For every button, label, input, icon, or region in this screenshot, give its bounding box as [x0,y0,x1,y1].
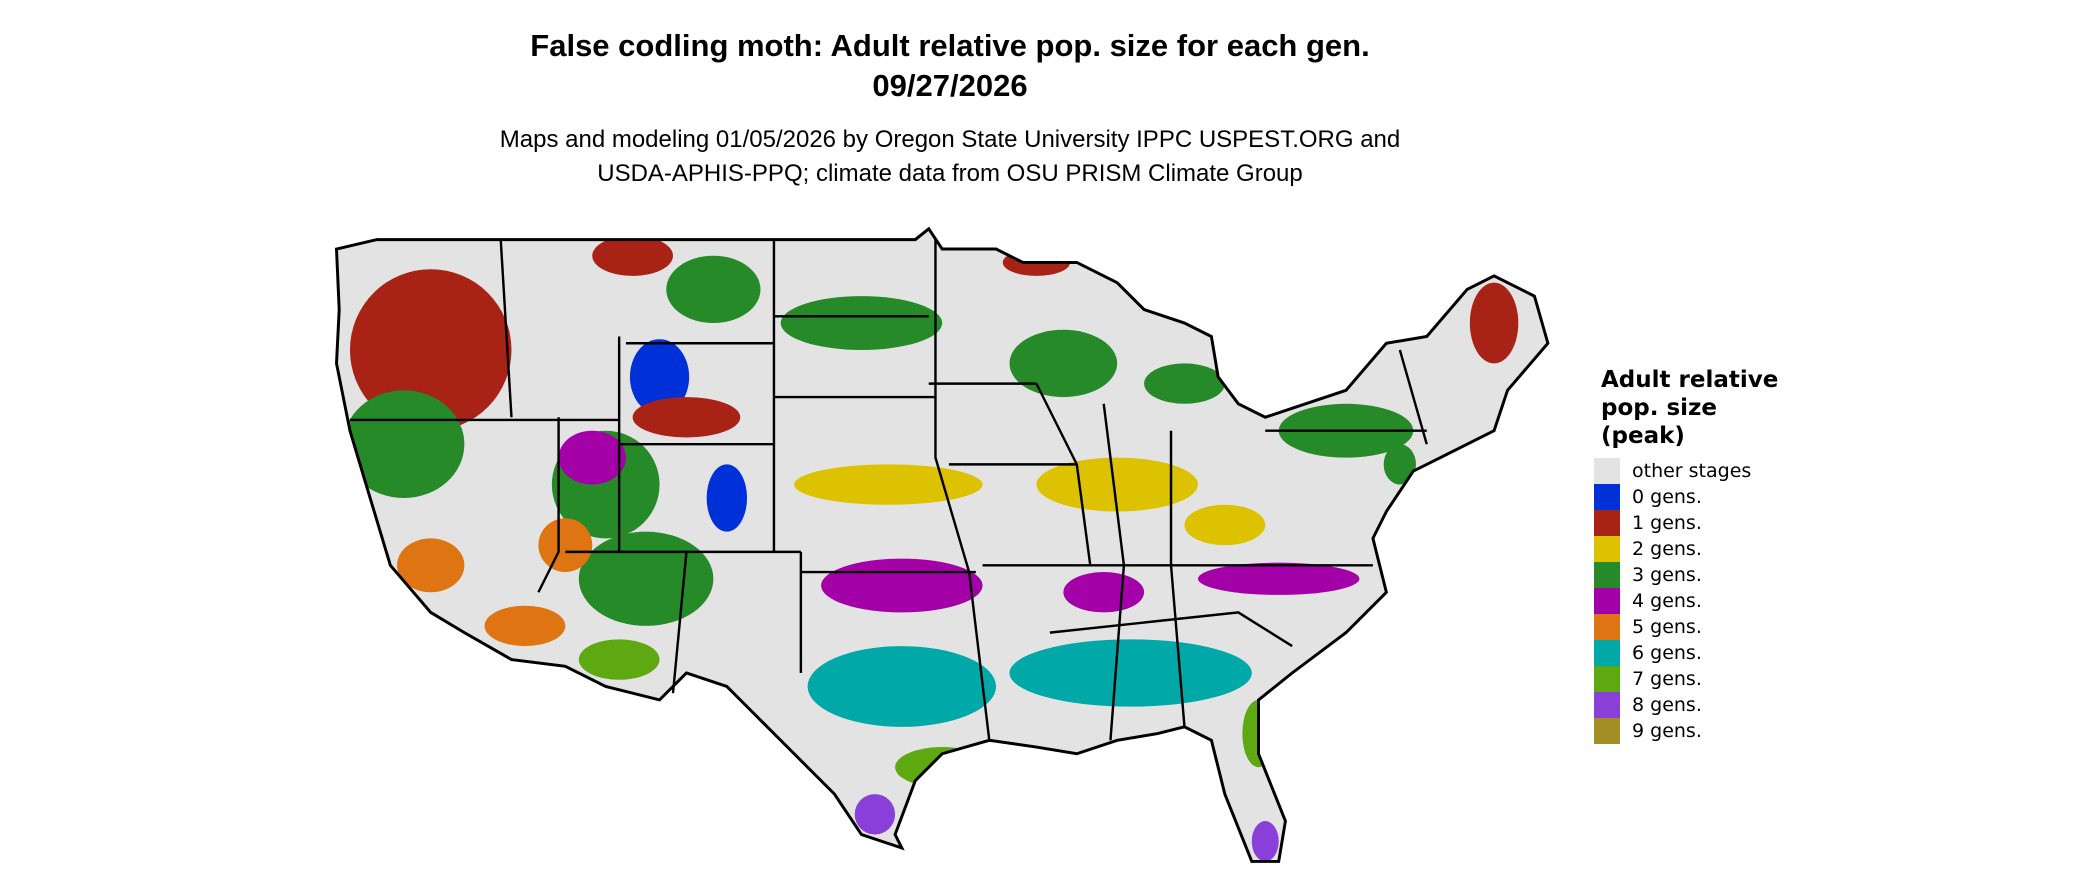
generation-zone [794,464,983,505]
state-border [671,551,688,694]
legend-swatch [1594,614,1620,640]
legend-swatch [1594,562,1620,588]
generation-zone [666,255,761,324]
state-border [537,417,560,593]
generation-zone [1144,363,1225,404]
generation-zone [1469,282,1519,364]
generation-zone [780,296,943,350]
generation-zone [558,430,626,485]
generation-zone [1383,444,1416,485]
legend-label: 1 gens. [1632,512,1702,534]
legend-item: 1 gens. [1594,510,1702,536]
legend-swatch [1594,640,1620,666]
generation-zone [538,518,593,573]
legend-swatch [1594,458,1620,484]
legend-label: 7 gens. [1632,668,1702,690]
legend-item: 4 gens. [1594,588,1702,614]
state-border [934,239,991,741]
generation-zone [821,558,983,613]
us-land [336,228,1548,862]
legend-swatch [1594,692,1620,718]
generation-zone [484,605,566,647]
generation-zone [1009,639,1252,707]
generation-zone [854,794,896,835]
generation-zone [1197,562,1360,595]
legend-item: 8 gens. [1594,692,1702,718]
generation-zone [706,464,748,532]
state-border [1398,349,1428,445]
legend-swatch [1594,536,1620,562]
generation-zone [632,397,741,438]
legend-swatch [1594,588,1620,614]
legend-label: 0 gens. [1632,486,1702,508]
generation-zone [578,531,714,626]
generation-zone [343,390,465,499]
legend-label: other stages [1632,460,1752,482]
legend-label: 5 gens. [1632,616,1702,638]
state-border [1102,403,1126,741]
map-title: False codling moth: Adult relative pop. … [530,28,1370,63]
legend-item: 2 gens. [1594,536,1702,562]
legend-item: 9 gens. [1594,718,1702,744]
state-border [499,239,513,418]
generation-zone [1184,504,1266,546]
subtitle-line-1: Maps and modeling 01/05/2026 by Oregon S… [499,126,1401,153]
legend-item: 6 gens. [1594,640,1702,666]
generation-zone [1009,329,1118,398]
legend-swatch [1594,484,1620,510]
legend-label: 9 gens. [1632,720,1702,742]
generation-zone [807,646,997,727]
legend-label: 4 gens. [1632,590,1702,612]
legend-item: 5 gens. [1594,614,1702,640]
legend-item: 0 gens. [1594,484,1702,510]
legend-label: 2 gens. [1632,538,1702,560]
generation-zone [1251,821,1279,862]
legend-label: 6 gens. [1632,642,1702,664]
state-border [1035,383,1092,566]
state-border [1049,611,1293,648]
national-border [334,226,1550,863]
generation-zone [592,235,673,276]
generation-zone [349,269,512,431]
legend-swatch [1594,510,1620,536]
legend-label: 3 gens. [1632,564,1702,586]
legend-item: 7 gens. [1594,666,1702,692]
generation-zone [578,639,660,680]
subtitle-line-2: USDA-APHIS-PPQ; climate data from OSU PR… [597,160,1303,187]
map-date: 09/27/2026 [872,68,1028,103]
legend-title: Adult relative pop. size (peak) [1601,367,1779,449]
generation-zone [1063,572,1145,613]
generation-zone [629,339,690,415]
legend-swatch [1594,718,1620,744]
legend-item: 3 gens. [1594,562,1702,588]
state-border [1169,430,1186,727]
generation-zone [397,538,465,593]
legend-item: other stages [1594,458,1751,484]
legend-swatch [1594,666,1620,692]
legend-label: 8 gens. [1632,694,1702,716]
